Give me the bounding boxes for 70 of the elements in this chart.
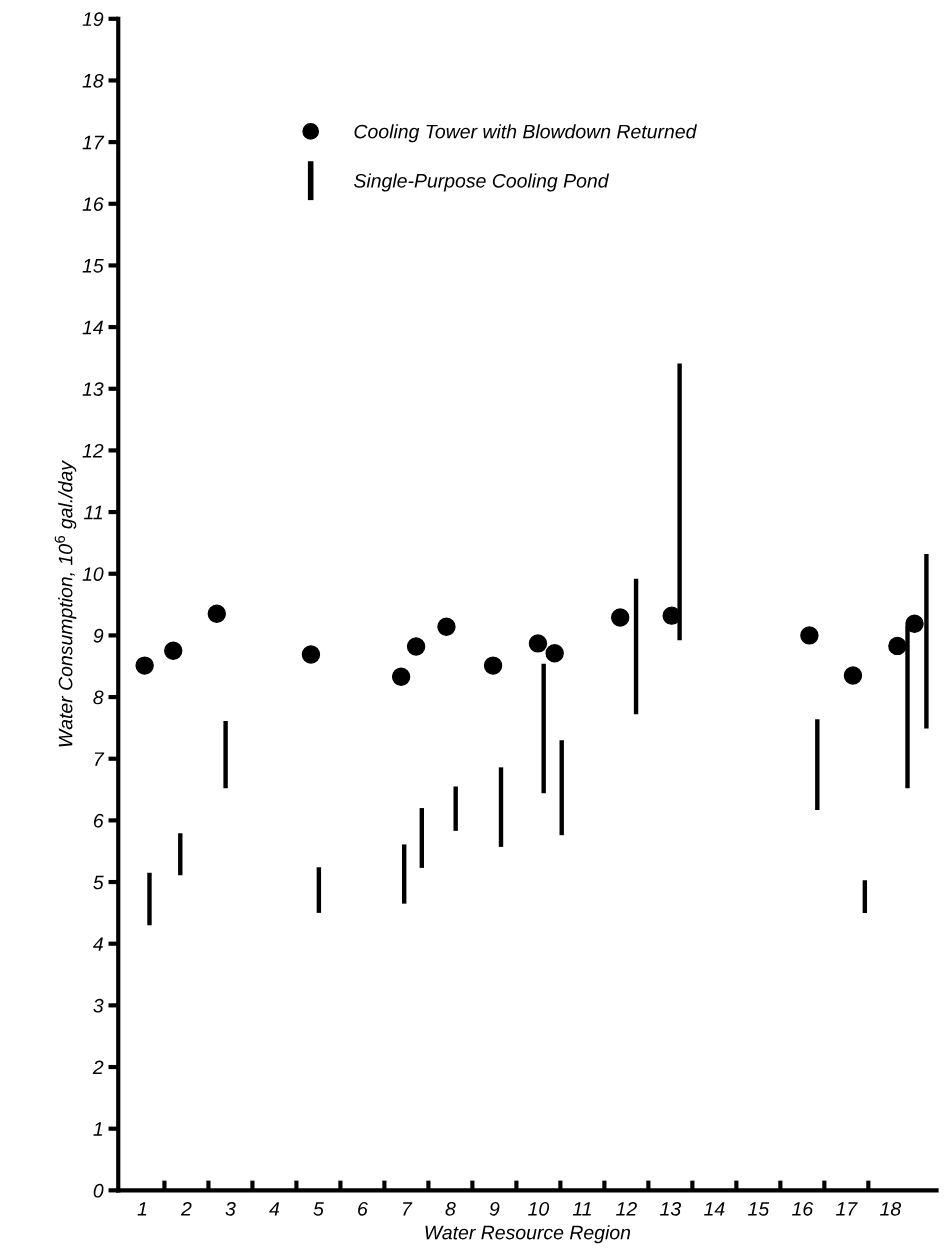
- x-axis-title: Water Resource Region: [425, 1225, 631, 1244]
- y-tick-label: 1: [93, 1122, 103, 1136]
- point: [843, 666, 863, 685]
- bar: [402, 844, 407, 904]
- x-tick-label: 9: [489, 1201, 500, 1216]
- bar: [815, 719, 820, 810]
- bar: [498, 767, 504, 847]
- point: [483, 656, 503, 675]
- x-tick-label: 2: [180, 1201, 192, 1216]
- bar: [541, 663, 546, 794]
- x-tick-label: 8: [445, 1201, 456, 1216]
- y-tick-label: 16: [82, 197, 104, 212]
- y-tick-label: 8: [93, 690, 104, 705]
- point: [135, 656, 154, 675]
- point: [888, 636, 907, 656]
- y-tick-label: 3: [93, 998, 104, 1013]
- x-tick-label: 13: [660, 1201, 682, 1216]
- y-tick-label: 0: [93, 1183, 104, 1198]
- x-tick-label: 16: [792, 1201, 814, 1216]
- point: [528, 634, 548, 653]
- point: [545, 644, 564, 663]
- y-tick-label: 13: [82, 382, 104, 396]
- legend-label: Single-Purpose Cooling Pond: [354, 173, 610, 192]
- x-tick-label: 3: [225, 1201, 236, 1216]
- y-tick-label: 6: [93, 813, 104, 828]
- bar: [223, 721, 228, 789]
- point: [164, 641, 183, 661]
- x-tick-label: 14: [704, 1202, 725, 1216]
- bar: [147, 872, 152, 926]
- x-tick-label: 10: [528, 1201, 550, 1216]
- point: [406, 637, 426, 656]
- bar: [178, 833, 183, 876]
- y-tick-label: 4: [92, 937, 103, 951]
- x-tick-label: 18: [880, 1201, 902, 1216]
- bar: [419, 808, 425, 868]
- y-tick-label: 12: [82, 443, 104, 458]
- y-tick-label: 15: [82, 259, 104, 273]
- y-tick-label: 5: [93, 875, 104, 890]
- bar: [316, 867, 322, 913]
- bar: [559, 740, 564, 836]
- x-tick-label: 11: [572, 1202, 591, 1216]
- point: [611, 608, 630, 627]
- y-tick-label: 9: [93, 628, 104, 643]
- point: [391, 667, 411, 686]
- x-tick-label: 15: [748, 1202, 770, 1216]
- x-tick-label: 12: [616, 1201, 637, 1216]
- x-tick-label: 6: [358, 1201, 368, 1216]
- y-tick-label: 14: [82, 320, 103, 335]
- y-tick-label: 17: [82, 135, 105, 150]
- y-tick-label: 18: [82, 73, 104, 88]
- y-tick-label: 19: [82, 12, 104, 27]
- x-tick-label: 17: [836, 1202, 858, 1216]
- y-axis-title: Water Consumption, 10$^{6}$ gal./day: [54, 460, 77, 747]
- x-tick-label: 7: [403, 1202, 413, 1216]
- y-tick-label: 10: [82, 567, 104, 581]
- y-tick-label: 7: [94, 752, 105, 766]
- x-tick-label: 4: [269, 1202, 280, 1216]
- point: [207, 604, 226, 624]
- bar: [453, 786, 458, 831]
- y-tick-label: 2: [92, 1060, 104, 1075]
- point: [301, 645, 321, 664]
- bar: [862, 880, 868, 913]
- y-tick-label: 11: [83, 505, 103, 520]
- point: [437, 617, 456, 636]
- x-tick-label: 5: [313, 1202, 324, 1216]
- legend-label: Cooling Tower with Blowdown Returned: [354, 124, 697, 143]
- point: [905, 614, 924, 633]
- point: [800, 626, 819, 645]
- bar: [633, 578, 639, 715]
- x-tick-label: 1: [137, 1202, 147, 1216]
